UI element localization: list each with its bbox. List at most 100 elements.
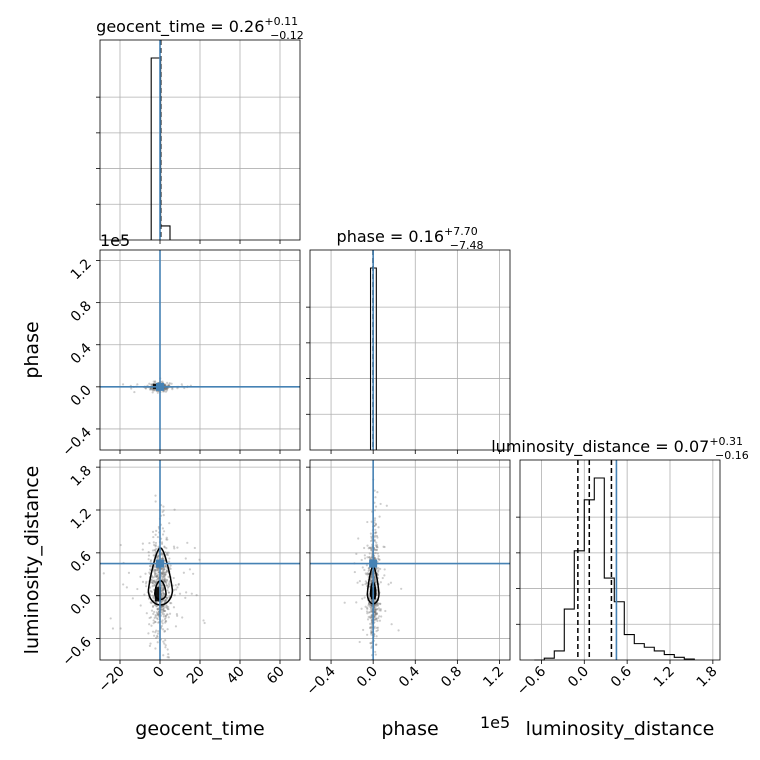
pair-phase-luminosity_distance-sample-222 — [367, 602, 371, 605]
pair-phase-luminosity_distance-sample-303 — [367, 572, 370, 575]
pair-geocent_time-luminosity_distance-sample-397 — [156, 614, 159, 617]
pair-phase-luminosity_distance-sample-331 — [375, 630, 378, 633]
pair-phase-luminosity_distance-sample-152 — [369, 579, 372, 582]
pair-geocent_time-luminosity_distance-sample-270 — [157, 630, 160, 633]
pair-phase-luminosity_distance-sample-533 — [367, 593, 370, 596]
pair-geocent_time-luminosity_distance-sample-40 — [160, 567, 163, 570]
pair-geocent_time-luminosity_distance-sample-266 — [155, 580, 158, 583]
pair-geocent_time-luminosity_distance-sample-278 — [161, 573, 165, 577]
xlabel-phase: phase — [381, 718, 438, 740]
pair-geocent_time-luminosity_distance-sample-132 — [153, 580, 156, 583]
pair-geocent_time-luminosity_distance-sample-563 — [164, 599, 167, 603]
pair-geocent_time-luminosity_distance-sample-510 — [162, 606, 165, 609]
pair-geocent_time-luminosity_distance-sample-416 — [162, 568, 165, 571]
pair-phase-luminosity_distance-sample-168 — [373, 625, 376, 628]
pair-geocent_time-luminosity_distance-sample-158 — [166, 596, 169, 600]
pair-geocent_time-luminosity_distance-sample-541 — [156, 635, 159, 638]
pair-geocent_time-luminosity_distance-sample-496 — [102, 572, 105, 575]
pair-phase-luminosity_distance-sample-134 — [369, 626, 372, 630]
pair-geocent_time-luminosity_distance-sample-283 — [161, 588, 164, 592]
pair-geocent_time-luminosity_distance-contour-1 — [154, 579, 167, 601]
pair-phase-luminosity_distance-sample-202 — [375, 586, 378, 589]
pair-geocent_time-luminosity_distance-sample-228 — [163, 571, 166, 574]
pair-phase-luminosity_distance-sample-83 — [377, 569, 380, 572]
pair-phase-luminosity_distance-sample-12 — [375, 613, 378, 616]
pair-geocent_time-luminosity_distance-sample-480 — [154, 541, 158, 545]
pair-phase-luminosity_distance-sample-44 — [369, 608, 372, 611]
pair-geocent_time-luminosity_distance-contour-0 — [147, 547, 174, 606]
pair-geocent_time-luminosity_distance-sample-504 — [149, 589, 152, 593]
pair-geocent_time-luminosity_distance-sample-172 — [161, 572, 164, 575]
xticklabel-geocent_time-1: 0 — [150, 664, 168, 682]
pair-phase-luminosity_distance-sample-504 — [370, 535, 373, 538]
pair-geocent_time-luminosity_distance-sample-207 — [155, 611, 158, 614]
pair-phase-luminosity_distance-sample-127 — [378, 619, 382, 622]
pair-geocent_time-luminosity_distance-sample-322 — [161, 612, 164, 616]
pair-phase-luminosity_distance-sample-283 — [375, 544, 379, 547]
pair-phase-luminosity_distance-sample-69 — [361, 597, 364, 600]
pair-phase-luminosity_distance-sample-418 — [368, 552, 371, 555]
pair-geocent_time-luminosity_distance-sample-345 — [156, 632, 160, 635]
pair-geocent_time-luminosity_distance-sample-568 — [163, 580, 166, 583]
pair-phase-luminosity_distance-sample-34 — [368, 556, 371, 559]
pair-phase-luminosity_distance-sample-345 — [370, 576, 373, 579]
pair-phase-luminosity_distance-sample-389 — [373, 613, 376, 617]
pair-geocent_time-luminosity_distance-sample-639 — [157, 568, 160, 572]
pair-geocent_time-phase-sample-205 — [133, 390, 136, 394]
pair-geocent_time-luminosity_distance-sample-104 — [166, 628, 169, 631]
pair-phase-luminosity_distance-sample-243 — [373, 610, 376, 614]
pair-geocent_time-luminosity_distance-sample-62 — [161, 584, 164, 587]
pair-geocent_time-phase-sample-252 — [154, 380, 157, 383]
pair-geocent_time-luminosity_distance-sample-643 — [166, 648, 169, 651]
pair-geocent_time-luminosity_distance-sample-517 — [167, 585, 170, 588]
pair-phase-luminosity_distance-sample-40 — [365, 581, 368, 584]
pair-phase-luminosity_distance-sample-542 — [366, 606, 369, 609]
pair-geocent_time-luminosity_distance-sample-474 — [178, 592, 182, 595]
pair-geocent_time-luminosity_distance-sample-149 — [164, 570, 168, 574]
pair-geocent_time-luminosity_distance-sample-205 — [157, 577, 160, 580]
pair-phase-luminosity_distance-sample-559 — [370, 626, 373, 629]
pair-phase-luminosity_distance-sample-122 — [383, 574, 386, 577]
pair-geocent_time-luminosity_distance-sample-183 — [156, 634, 159, 637]
pair-phase-luminosity_distance-sample-196 — [369, 610, 373, 613]
pair-geocent_time-luminosity_distance-sample-87 — [169, 602, 172, 605]
pair-geocent_time-luminosity_distance-sample-459 — [144, 572, 147, 575]
pair-geocent_time-luminosity_distance-sample-406 — [165, 584, 168, 587]
pair-phase-luminosity_distance-sample-473 — [382, 545, 385, 548]
pair-geocent_time-luminosity_distance-sample-254 — [157, 577, 160, 580]
pair-phase-luminosity_distance-sample-307 — [377, 526, 380, 529]
pair-phase-luminosity_distance-sample-406 — [370, 603, 373, 607]
pair-phase-luminosity_distance-sample-630 — [369, 547, 372, 550]
xticklabel-phase-2: 0.4 — [396, 663, 423, 690]
pair-geocent_time-luminosity_distance-sample-328 — [109, 617, 112, 620]
pair-geocent_time-luminosity_distance-sample-206 — [161, 622, 164, 625]
pair-phase-luminosity_distance-sample-360 — [355, 601, 358, 604]
pair-geocent_time-luminosity_distance-sample-114 — [164, 614, 167, 618]
yticklabel-phase-3: 0.8 — [68, 298, 95, 325]
pair-geocent_time-luminosity_distance-sample-315 — [156, 641, 159, 644]
pair-phase-luminosity_distance-sample-97 — [369, 603, 372, 606]
pair-geocent_time-luminosity_distance-sample-166 — [145, 585, 148, 588]
pair-phase-luminosity_distance-sample-194 — [370, 630, 373, 634]
pair-geocent_time-luminosity_distance-sample-611 — [193, 546, 196, 550]
pair-geocent_time-luminosity_distance-sample-105 — [173, 508, 176, 511]
pair-phase-luminosity_distance-sample-201 — [374, 605, 377, 608]
pair-geocent_time-luminosity_distance-sample-246 — [176, 586, 179, 589]
pair-geocent_time-luminosity_distance-sample-38 — [164, 565, 167, 568]
pair-geocent_time-luminosity_distance-sample-434 — [155, 604, 158, 607]
pair-geocent_time-luminosity_distance-sample-156 — [154, 533, 157, 536]
pair-geocent_time-luminosity_distance-sample-396 — [161, 594, 165, 597]
pair-geocent_time-phase-sample-255 — [163, 388, 166, 391]
pair-phase-luminosity_distance-sample-267 — [375, 534, 379, 538]
ylabel-phase: phase — [21, 321, 43, 378]
pair-geocent_time-luminosity_distance-sample-501 — [167, 575, 170, 578]
pair-geocent_time-luminosity_distance-sample-232 — [153, 565, 156, 568]
pair-geocent_time-phase-sample-119 — [161, 390, 165, 393]
pair-geocent_time-luminosity_distance-sample-147 — [162, 615, 165, 618]
pair-geocent_time-luminosity_distance-sample-450 — [182, 571, 185, 574]
pair-geocent_time-luminosity_distance-sample-78 — [157, 555, 160, 558]
pair-phase-luminosity_distance-plot-area — [310, 460, 510, 660]
pair-geocent_time-phase-sample-164 — [150, 388, 154, 391]
pair-geocent_time-luminosity_distance-sample-248 — [173, 547, 176, 550]
pair-phase-luminosity_distance-sample-587 — [373, 576, 376, 580]
